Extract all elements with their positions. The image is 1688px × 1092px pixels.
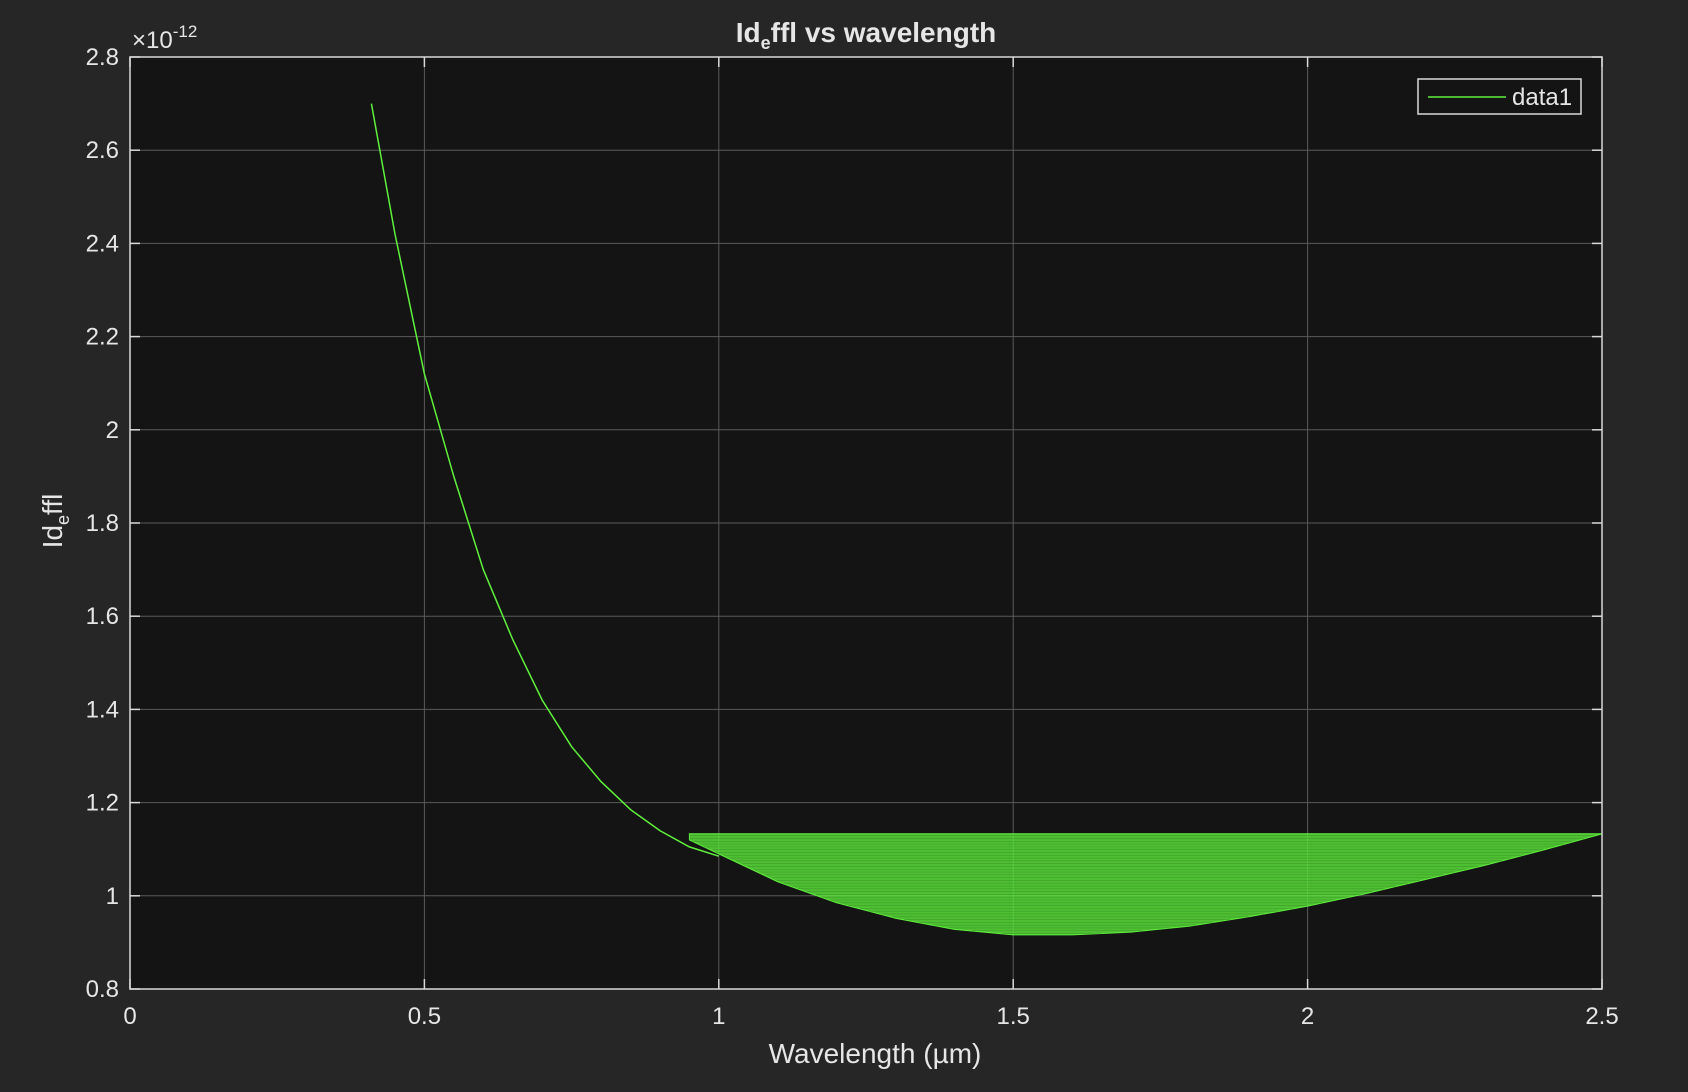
y-tick-label: 2.8	[86, 44, 119, 71]
y-tick-label: 1	[106, 883, 119, 910]
data-layer	[370, 103, 1602, 936]
x-tick-label: 1.5	[997, 1003, 1030, 1030]
x-tick-label: 0.5	[408, 1003, 441, 1030]
x-tick-label: 0	[123, 1003, 136, 1030]
y-tick-label: 2.6	[86, 137, 119, 164]
y-tick-label: 2	[106, 417, 119, 444]
legend-entry-data1: data1	[1512, 84, 1572, 111]
y-tick-label: 0.8	[86, 976, 119, 1003]
x-tick-label: 1	[712, 1003, 725, 1030]
y-tick-label: 1.2	[86, 790, 119, 817]
y-tick-label: 1.4	[86, 696, 119, 723]
x-tick-label: 2.5	[1585, 1003, 1618, 1030]
x-tick-label: 2	[1301, 1003, 1314, 1030]
y-exponent-label: ×10-12	[132, 22, 197, 54]
y-tick-label: 2.4	[86, 230, 119, 257]
legend[interactable]: data1	[1417, 78, 1582, 115]
ticks: 0 0.5 1 1.5 2 2.5 0.8 1 1.2 1.4 1.6 1.8 2 2.2 2.4 2.6 2.…	[86, 44, 1619, 1030]
y-tick-label: 1.6	[86, 603, 119, 630]
series-data1-curve	[370, 103, 720, 857]
series-data1-band	[688, 833, 1602, 936]
chart-title: Ideffl vs wavelength	[736, 17, 997, 53]
series-data1-band-texture	[689, 835, 1594, 934]
y-tick-label: 1.8	[86, 510, 119, 537]
y-axis-label: Ideffl	[37, 494, 73, 549]
y-tick-label: 2.2	[86, 324, 119, 351]
x-axis-label: Wavelength (µm)	[769, 1038, 982, 1069]
